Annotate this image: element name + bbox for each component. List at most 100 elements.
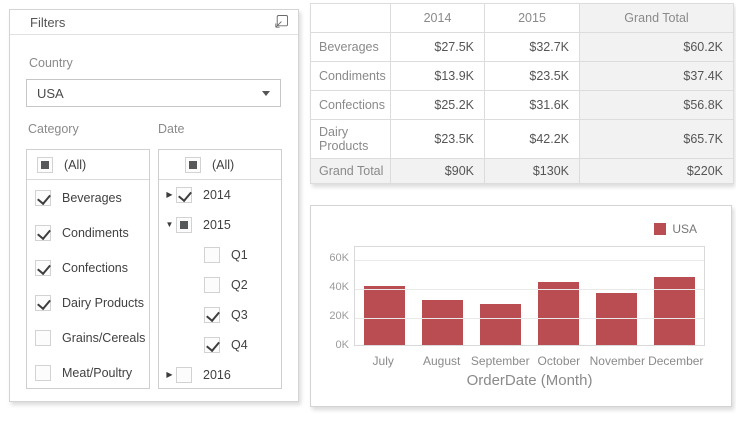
cat-item-meat-poultry[interactable]: Meat/Poultry	[27, 355, 149, 390]
item-label: 2016	[203, 368, 231, 382]
bar-august[interactable]	[421, 300, 463, 345]
bar-september[interactable]	[479, 303, 521, 345]
cat-item-all[interactable]: (All)	[27, 150, 149, 180]
pivot-cell: $27.5K	[390, 32, 485, 62]
cat-item-confections[interactable]: Confections	[27, 250, 149, 285]
checkbox-meat-poultry[interactable]	[35, 364, 51, 381]
pivot-column-header-grand-total: Grand Total	[579, 3, 734, 33]
item-label: Grains/Cereals	[62, 330, 146, 345]
pivot-row-label: Dairy Products	[310, 119, 391, 159]
x-axis-label-september: September	[470, 354, 530, 368]
checkbox-q4[interactable]	[204, 337, 220, 353]
pivot-cell: $90K	[390, 158, 485, 184]
item-label: 2014	[203, 188, 231, 202]
date-item-2016[interactable]: ▶ 2016	[159, 360, 281, 390]
chevron-down-icon	[262, 90, 270, 96]
filters-panel: Filters Country USA Category Date (All) B…	[9, 9, 299, 402]
bar-slot	[355, 247, 413, 345]
pivot-row-condiments: Condiments $13.9K $23.5K $37.4K	[310, 61, 734, 91]
x-axis-title: OrderDate (Month)	[466, 372, 593, 389]
expand-icon[interactable]: ▶	[166, 370, 173, 379]
pivot-cell: $13.9K	[390, 61, 485, 91]
x-axis-label-october: October	[537, 354, 581, 368]
pivot-cell: $60.2K	[579, 32, 734, 62]
chart-panel: USA 0K 20K 40K 60K July August September Octob…	[310, 205, 732, 407]
item-label: 2015	[203, 218, 231, 232]
y-axis-tick: 60K	[329, 252, 349, 265]
country-label: Country	[29, 56, 73, 70]
x-axis-label-november: November	[589, 354, 645, 368]
item-label: Beverages	[62, 190, 122, 205]
checkbox-all[interactable]	[185, 156, 201, 173]
pivot-row-grand-total: Grand Total $90K $130K $220K	[310, 158, 734, 184]
pivot-row-label: Confections	[310, 90, 391, 120]
checkbox-beverages[interactable]	[35, 189, 51, 206]
x-axis-label-august: August	[423, 354, 461, 368]
bar-slot	[588, 247, 646, 345]
y-axis-tick: 20K	[329, 310, 349, 322]
date-item-q1[interactable]: Q1	[159, 240, 281, 270]
panel-title: Filters	[30, 14, 66, 30]
item-label: Q3	[231, 308, 248, 322]
pivot-row-beverages: Beverages $27.5K $32.7K $60.2K	[310, 32, 734, 62]
bar-december[interactable]	[654, 276, 696, 345]
gridline	[355, 318, 704, 319]
collapse-icon[interactable]: ▼	[165, 220, 174, 229]
cat-item-condiments[interactable]: Condiments	[27, 215, 149, 250]
item-label: Meat/Poultry	[62, 365, 133, 380]
country-dropdown[interactable]: USA	[26, 79, 281, 107]
checkbox-2015[interactable]	[176, 217, 192, 233]
pivot-cell: $32.7K	[484, 32, 580, 62]
cat-item-beverages[interactable]: Beverages	[27, 180, 149, 215]
bar-slot	[530, 247, 588, 345]
category-label: Category	[28, 122, 79, 136]
date-item-all[interactable]: (All)	[159, 150, 281, 180]
checkbox-dairy-products[interactable]	[35, 294, 51, 311]
pivot-cell: $37.4K	[579, 61, 734, 91]
date-item-2015[interactable]: ▼ 2015	[159, 210, 281, 240]
cat-item-dairy-products[interactable]: Dairy Products	[27, 285, 149, 320]
item-label: Dairy Products	[62, 295, 144, 310]
chart-plot-area	[354, 246, 705, 346]
pivot-cell: $65.7K	[579, 119, 734, 159]
checkbox-all[interactable]	[37, 156, 53, 173]
item-label: Confections	[62, 260, 129, 275]
pivot-cell: $25.2K	[390, 90, 485, 120]
pivot-corner-cell	[310, 3, 391, 33]
maximize-button[interactable]	[271, 13, 290, 32]
pivot-panel: 2014 2015 Grand Total Beverages $27.5K $32.7…	[310, 3, 734, 184]
date-item-2014[interactable]: ▶ 2014	[159, 180, 281, 210]
date-item-q4[interactable]: Q4	[159, 330, 281, 360]
bar-october[interactable]	[538, 282, 580, 345]
pivot-cell: $31.6K	[484, 90, 580, 120]
checkbox-2016[interactable]	[176, 367, 192, 383]
date-item-q2[interactable]: Q2	[159, 270, 281, 300]
checkbox-grains-cereals[interactable]	[35, 329, 51, 346]
cat-item-grains-cereals[interactable]: Grains/Cereals	[27, 320, 149, 355]
date-filter-tree: (All) ▶ 2014 ▼ 2015 Q1 Q2 Q3 Q4 ▶ 2016	[158, 149, 282, 389]
item-label: Condiments	[62, 225, 129, 240]
pivot-row-label: Condiments	[310, 61, 391, 91]
checkbox-2014[interactable]	[176, 187, 192, 203]
bar-slot	[413, 247, 471, 345]
item-label: Q2	[231, 278, 248, 292]
checkbox-condiments[interactable]	[35, 224, 51, 241]
pivot-row-confections: Confections $25.2K $31.6K $56.8K	[310, 90, 734, 120]
bar-slot	[471, 247, 529, 345]
country-dropdown-value: USA	[37, 85, 64, 101]
gridline	[355, 260, 704, 262]
checkbox-q2[interactable]	[204, 277, 220, 293]
pivot-cell: $23.5K	[390, 119, 485, 159]
checkbox-q1[interactable]	[204, 247, 220, 263]
checkbox-confections[interactable]	[35, 259, 51, 276]
date-label: Date	[158, 122, 185, 136]
expand-icon[interactable]: ▶	[166, 190, 173, 199]
date-item-q3[interactable]: Q3	[159, 300, 281, 330]
checkbox-q3[interactable]	[204, 307, 220, 323]
bar-july[interactable]	[363, 286, 405, 345]
pivot-row-label: Beverages	[310, 32, 391, 62]
pivot-cell: $56.8K	[579, 90, 734, 120]
y-axis-tick: 40K	[329, 281, 349, 294]
x-axis-label-december: December	[648, 354, 704, 368]
